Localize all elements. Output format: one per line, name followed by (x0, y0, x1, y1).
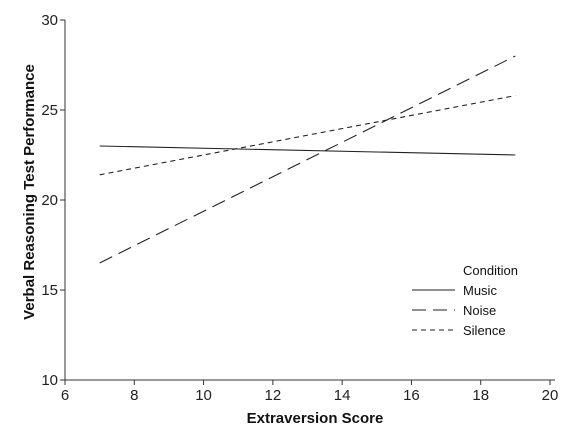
x-tick-label: 18 (472, 387, 489, 404)
series-line-silence (99, 95, 516, 176)
y-tick-label: 25 (41, 102, 58, 119)
legend-label: Noise (463, 303, 496, 318)
series-line-noise (99, 55, 516, 264)
y-tick-label: 20 (41, 192, 58, 209)
legend-item-noise: Noise (412, 303, 496, 318)
y-tick-label: 15 (41, 282, 58, 299)
x-tick-label: 14 (334, 387, 351, 404)
legend-label: Music (463, 283, 497, 298)
legend-item-music: Music (412, 283, 497, 298)
y-tick-label: 30 (41, 12, 58, 29)
x-tick-label: 10 (195, 387, 212, 404)
legend: Condition Music Noise Silence (412, 263, 518, 338)
x-tick-label: 6 (61, 387, 69, 404)
x-axis-title: Extraversion Score (247, 410, 384, 427)
series-lines (99, 55, 516, 264)
y-tick-label: 10 (41, 372, 58, 389)
x-tick-label: 8 (130, 387, 138, 404)
legend-label: Silence (463, 323, 506, 338)
x-tick-label: 16 (403, 387, 420, 404)
x-tick-label: 12 (265, 387, 282, 404)
series-line-music (99, 145, 516, 156)
legend-item-silence: Silence (412, 323, 506, 338)
legend-title: Condition (463, 263, 518, 278)
y-axis-title: Verbal Reasoning Test Performance (21, 64, 38, 320)
legend-items: Music Noise Silence (412, 283, 506, 338)
y-ticks: 10 15 20 25 30 (41, 12, 65, 389)
plot-area: 6 8 10 12 14 16 18 20 10 15 20 25 30 (41, 12, 558, 404)
x-ticks: 6 8 10 12 14 16 18 20 (61, 380, 559, 404)
x-tick-label: 20 (542, 387, 559, 404)
